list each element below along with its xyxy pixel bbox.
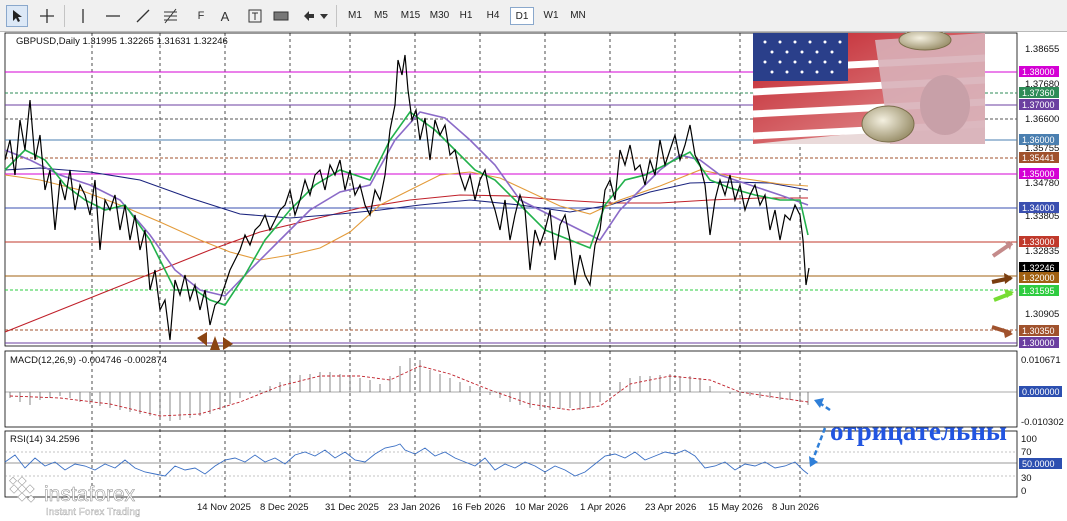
macd-axis-label: 0.010671	[1021, 355, 1061, 366]
rsi-axis: 100 70 50.0000 30 0	[1019, 434, 1062, 497]
macd-axis: 0.010671 0.000000 -0.010302	[1019, 355, 1064, 428]
ma-100-navy	[4, 167, 809, 219]
rsi-pane	[4, 430, 1018, 498]
price-axis-label: 1.35755	[1025, 143, 1059, 154]
date-label: 23 Apr 2026	[645, 502, 696, 513]
macd-axis-label: -0.010302	[1021, 417, 1064, 428]
timeframe-h1[interactable]: H1	[459, 10, 473, 21]
rectangle-icon[interactable]	[270, 5, 292, 27]
axis-arrows	[991, 241, 1014, 338]
price-axis: 1.38655 1.37680 1.36600 1.35755 1.34780 …	[1025, 44, 1059, 320]
ma-200-red	[4, 194, 808, 333]
arrows-icon[interactable]	[300, 5, 330, 27]
price-bars	[4, 54, 810, 341]
cursor-icon[interactable]	[6, 5, 28, 27]
price-tag: 1.32000	[1022, 273, 1055, 283]
macd-label: MACD(12,26,9) -0.004746 -0.002874	[10, 355, 167, 366]
ma-21-violet	[4, 111, 809, 297]
timeframe-d1[interactable]: D1	[510, 7, 534, 25]
current-price-tag: 1.32246	[1022, 263, 1055, 273]
text-icon[interactable]: A	[220, 8, 230, 24]
ma-50-orange	[4, 169, 809, 261]
price-tag: 1.30350	[1022, 326, 1055, 336]
rsi-line	[4, 443, 809, 477]
brown-arrows	[197, 332, 233, 350]
price-tag: 1.35441	[1022, 153, 1055, 163]
date-axis: 14 Nov 2025 8 Dec 2025 31 Dec 2025 23 Ja…	[197, 502, 819, 513]
timeframe-w1[interactable]: W1	[543, 10, 559, 21]
date-label: 1 Apr 2026	[580, 502, 626, 513]
price-tag: 1.30000	[1022, 338, 1055, 348]
rsi-axis-label: 30	[1021, 473, 1032, 484]
toolbar: F A M1 M5 M15 M30 H1 H4 D1 W1 MN	[0, 0, 1067, 32]
price-tag: 1.35000	[1022, 169, 1055, 179]
price-tag: 1.38000	[1022, 67, 1055, 77]
annotation-text: отрицательны	[830, 416, 1007, 446]
date-label: 31 Dec 2025	[325, 502, 379, 513]
price-axis-label: 1.34780	[1025, 178, 1059, 189]
macd-signal	[9, 365, 809, 417]
symbol-info: GBPUSD,Daily 1.31995 1.32265 1.31631 1.3…	[16, 36, 228, 47]
fibo-label-icon[interactable]: F	[197, 10, 205, 22]
timeframe-m15[interactable]: M15	[400, 10, 421, 21]
vertical-line-icon[interactable]	[72, 5, 94, 27]
logo-brand: instaforex	[44, 483, 136, 506]
timeframe-h4[interactable]: H4	[486, 10, 500, 21]
price-tags: 1.38000 1.37360 1.37000 1.36000 1.35441 …	[1019, 66, 1059, 348]
macd-histogram	[9, 358, 809, 421]
date-label: 16 Feb 2026	[452, 502, 505, 513]
price-axis-label: 1.37680	[1025, 79, 1059, 90]
rsi-50-tag: 50.0000	[1022, 459, 1055, 469]
price-axis-label: 1.36600	[1025, 114, 1059, 125]
rsi-label: RSI(14) 34.2596	[10, 434, 80, 445]
currency-image	[752, 32, 986, 144]
macd-pane	[4, 350, 1018, 428]
price-chart[interactable]: GBPUSD,Daily 1.31995 1.32265 1.31631 1.3…	[0, 32, 1067, 521]
logo-tagline: Instant Forex Trading	[46, 507, 141, 518]
price-tag: 1.33000	[1022, 237, 1055, 247]
horizontal-line-icon[interactable]	[102, 5, 124, 27]
price-tag: 1.37360	[1022, 88, 1055, 98]
crosshair-icon[interactable]	[36, 5, 58, 27]
date-label: 8 Jun 2026	[772, 502, 819, 513]
instaforex-logo: instaforex Instant Forex Trading	[9, 476, 141, 518]
rsi-axis-label: 70	[1021, 447, 1032, 458]
timeframe-m1[interactable]: M1	[348, 10, 362, 21]
timeframe-m5[interactable]: M5	[374, 10, 388, 21]
date-label: 14 Nov 2025	[197, 502, 251, 513]
price-axis-label: 1.32835	[1025, 246, 1059, 257]
rsi-axis-label: 100	[1021, 434, 1037, 445]
fibonacci-icon[interactable]	[160, 5, 182, 27]
timeframe-m30[interactable]: M30	[429, 10, 450, 21]
date-label: 8 Dec 2025	[260, 502, 309, 513]
price-tag: 1.37000	[1022, 100, 1055, 110]
price-axis-label: 1.33805	[1025, 211, 1059, 222]
price-axis-label: 1.38655	[1025, 44, 1059, 55]
date-label: 23 Jan 2026	[388, 502, 440, 513]
price-axis-label: 1.30905	[1025, 309, 1059, 320]
date-label: 15 May 2026	[708, 502, 763, 513]
macd-zero-tag: 0.000000	[1022, 387, 1060, 397]
timeframe-mn[interactable]: MN	[570, 10, 586, 21]
trendline-icon[interactable]	[132, 5, 154, 27]
date-label: 10 Mar 2026	[515, 502, 568, 513]
price-tag: 1.31595	[1022, 286, 1055, 296]
price-tag: 1.36000	[1022, 135, 1055, 145]
price-tag: 1.34000	[1022, 203, 1055, 213]
rsi-axis-label: 0	[1021, 486, 1026, 497]
text-label-icon[interactable]	[244, 5, 266, 27]
